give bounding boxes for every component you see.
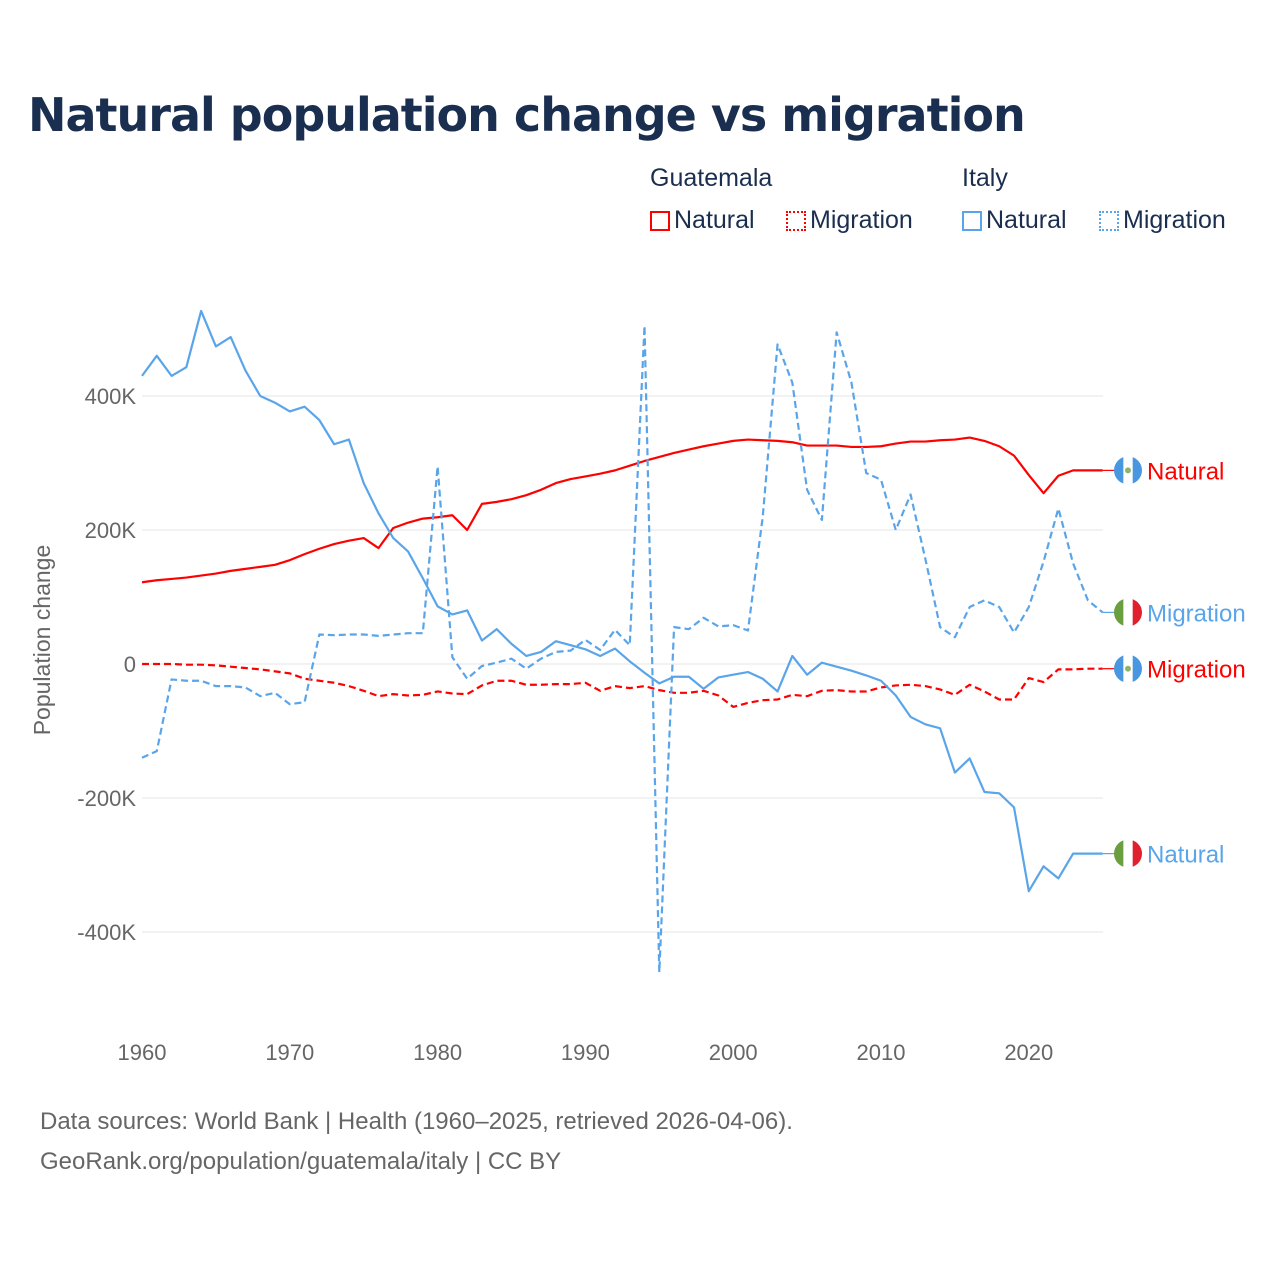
series-line-italy-migration xyxy=(141,324,1104,974)
italy-flag-icon xyxy=(1114,839,1142,868)
footer-link[interactable]: GeoRank.org/population/guatemala/italy |… xyxy=(40,1148,562,1175)
legend-label: Migration xyxy=(1123,206,1226,234)
legend-swatch-dotted-icon xyxy=(786,210,806,231)
y-tick-label: 400K xyxy=(85,384,137,409)
x-tick-label: 2000 xyxy=(709,1040,758,1065)
legend-label: Natural xyxy=(986,206,1067,234)
legend-guatemala-natural[interactable]: Natural xyxy=(650,206,755,235)
legend-italy-migration[interactable]: Migration xyxy=(1099,206,1226,235)
guatemala-flag-icon xyxy=(1114,456,1142,485)
flag-stripe xyxy=(1132,456,1142,485)
x-tick-label: 1960 xyxy=(118,1040,167,1065)
series-end-label: Migration xyxy=(1147,657,1246,684)
guatemala-flag-icon xyxy=(1114,654,1142,683)
y-tick-label: 0 xyxy=(124,652,136,677)
flag-stripe xyxy=(1114,598,1124,627)
flag-stripe xyxy=(1132,598,1142,627)
flag-stripe xyxy=(1114,654,1124,683)
flag-stripe xyxy=(1132,839,1142,868)
y-tick-label: -200K xyxy=(77,786,136,811)
legend-group-italy: Italy xyxy=(962,164,1008,192)
chart-title: Natural population change vs migration xyxy=(28,88,1026,142)
legend-swatch-solid-icon xyxy=(962,210,982,231)
y-tick-label: 200K xyxy=(85,518,137,543)
x-tick-label: 1980 xyxy=(413,1040,462,1065)
flag-emblem xyxy=(1125,665,1131,672)
flag-stripe xyxy=(1114,839,1124,868)
flag-stripe xyxy=(1123,598,1133,627)
y-axis-label: Population change xyxy=(29,545,55,736)
italy-flag-icon xyxy=(1114,598,1142,627)
legend-guatemala-migration[interactable]: Migration xyxy=(786,206,913,235)
flag-emblem xyxy=(1125,467,1131,474)
series-end-label: Natural xyxy=(1147,458,1224,485)
legend-italy-natural[interactable]: Natural xyxy=(962,206,1067,235)
series-line-guatemala-natural xyxy=(141,436,1103,584)
series-end-label: Migration xyxy=(1147,600,1246,627)
legend-group-guatemala: Guatemala xyxy=(650,164,773,192)
x-tick-label: 2010 xyxy=(857,1040,906,1065)
x-tick-label: 1970 xyxy=(265,1040,314,1065)
flag-stripe xyxy=(1132,654,1142,683)
legend-swatch-solid-icon xyxy=(650,210,670,231)
series-end-label: Natural xyxy=(1147,842,1224,869)
x-tick-label: 2020 xyxy=(1004,1040,1053,1065)
legend-label: Migration xyxy=(810,206,913,234)
legend-swatch-dotted-icon xyxy=(1099,210,1119,231)
series-line-italy-natural xyxy=(141,309,1103,893)
flag-stripe xyxy=(1123,839,1133,868)
x-tick-label: 1990 xyxy=(561,1040,610,1065)
flag-stripe xyxy=(1114,456,1124,485)
legend-label: Natural xyxy=(674,206,755,234)
footer-sources: Data sources: World Bank | Health (1960–… xyxy=(40,1108,793,1135)
y-tick-label: -400K xyxy=(77,920,136,945)
